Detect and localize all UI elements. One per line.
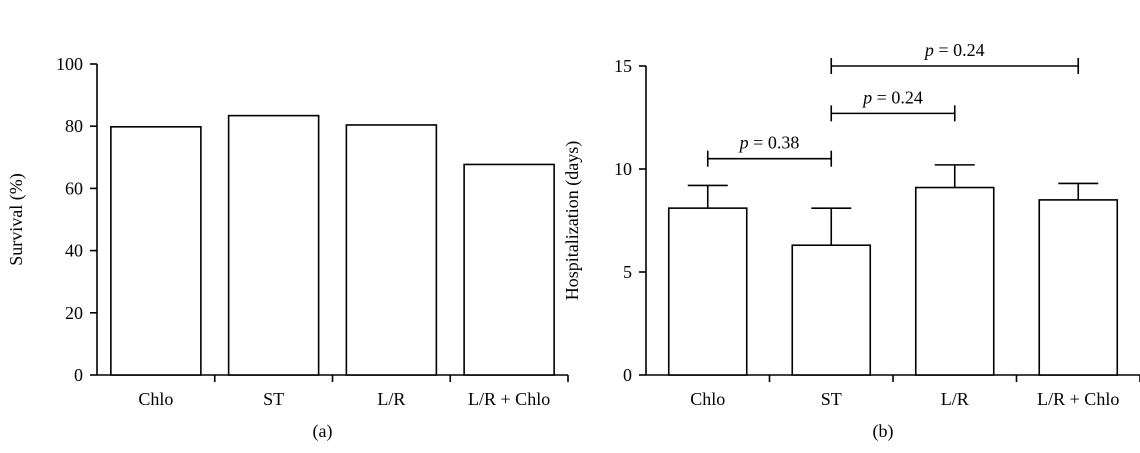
p-value-label: p = 0.24	[923, 40, 985, 60]
x-tick-label: Chlo	[690, 389, 725, 409]
bar	[227, 114, 320, 376]
x-tick-label: Chlo	[138, 389, 173, 409]
bar	[791, 244, 872, 376]
p-value-text: = 0.24	[934, 40, 985, 60]
x-tick-label: ST	[821, 389, 842, 409]
bar	[345, 124, 438, 376]
y-tick-label: 15	[614, 56, 632, 76]
p-value-symbol: p	[923, 40, 934, 60]
p-value-symbol: p	[738, 133, 749, 153]
x-tick-label: L/R	[941, 389, 969, 409]
p-value-symbol: p	[861, 87, 872, 107]
bar	[914, 186, 995, 376]
bar	[667, 207, 748, 376]
y-tick-label: 10	[614, 159, 632, 179]
y-tick-label: 0	[623, 365, 632, 385]
p-value-text: = 0.38	[749, 133, 800, 153]
y-tick-label: 40	[65, 241, 83, 261]
y-tick-label: 5	[623, 262, 632, 282]
x-tick-label: L/R + Chlo	[468, 389, 550, 409]
x-tick-label: ST	[263, 389, 284, 409]
y-tick-label: 0	[74, 365, 83, 385]
y-axis-title: Hospitalization (days)	[562, 141, 583, 300]
bar	[110, 126, 202, 376]
p-value-text: = 0.24	[872, 87, 923, 107]
y-axis-title: Survival (%)	[6, 173, 27, 265]
y-tick-label: 20	[65, 303, 83, 323]
y-tick-label: 100	[56, 54, 83, 74]
x-tick-label: L/R	[377, 389, 405, 409]
panel-label: (b)	[873, 421, 894, 442]
y-tick-label: 60	[65, 178, 83, 198]
x-tick-label: L/R + Chlo	[1037, 389, 1119, 409]
p-value-label: p = 0.38	[738, 133, 800, 153]
bar	[463, 163, 555, 376]
panel-label: (a)	[313, 421, 333, 442]
p-value-label: p = 0.24	[861, 87, 923, 107]
y-tick-label: 80	[65, 116, 83, 136]
bar	[1038, 199, 1119, 376]
